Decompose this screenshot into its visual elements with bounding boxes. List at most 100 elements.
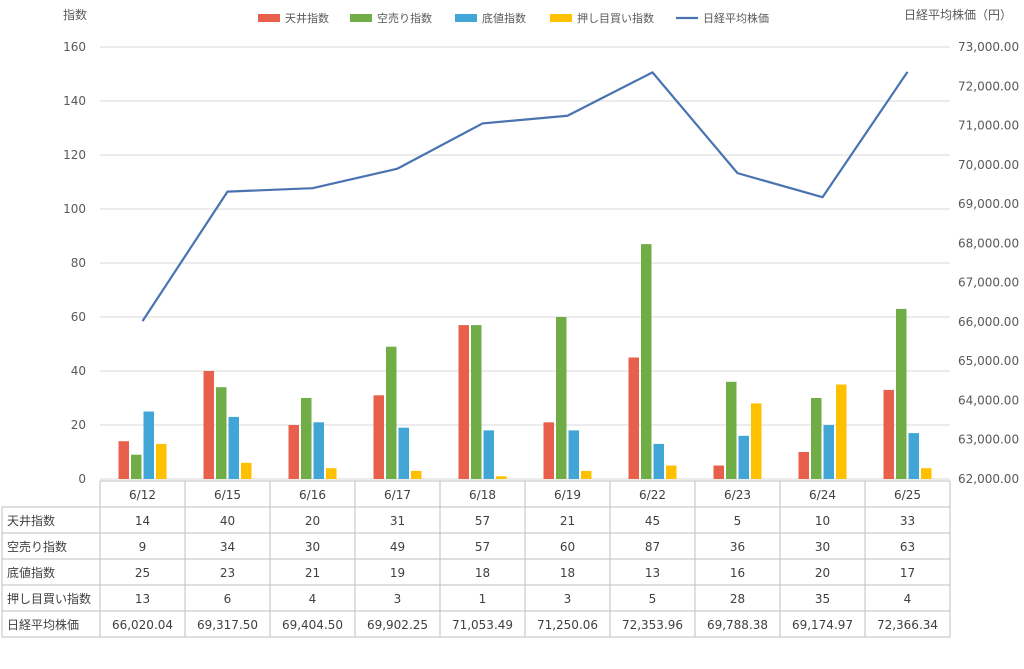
table-row-label: 押し目買い指数 [7,591,91,606]
bar-2-6/25 [896,308,907,479]
bar-3-6/22 [653,443,664,479]
bar-3-6/16 [313,422,324,479]
data-label: 13 [645,566,660,580]
right-tick-label: 66,000.00 [958,315,1019,329]
left-tick-label: 100 [63,202,86,216]
bar-3-6/19 [568,430,579,479]
data-label: 72,366.34 [877,618,938,632]
data-label: 6 [224,592,232,606]
bar-4-6/18 [496,476,507,479]
x-tick-label: 6/22 [639,488,666,502]
data-label: 19 [390,566,405,580]
data-label: 71,250.06 [537,618,598,632]
right-tick-label: 65,000.00 [958,354,1019,368]
bar-2-6/12 [131,454,142,479]
right-tick-label: 73,000.00 [958,40,1019,54]
data-label: 4 [309,592,317,606]
x-tick-label: 6/25 [894,488,921,502]
data-label: 21 [305,566,320,580]
bar-4-6/24 [836,384,847,479]
data-label: 33 [900,514,915,528]
bar-2-6/19 [556,317,567,479]
data-label: 45 [645,514,660,528]
legend: 天井指数 空売り指数 底値指数 押し目買い指数 日経平均株価 [258,11,769,25]
table-row-label: 底値指数 [7,565,55,580]
left-tick-label: 80 [71,256,86,270]
legend-swatch [350,14,372,22]
x-tick-label: 6/18 [469,488,496,502]
data-label: 5 [649,592,657,606]
right-axis-title: 日経平均株価（円） [904,7,1012,22]
data-label: 18 [475,566,490,580]
data-label: 10 [815,514,830,528]
bar-3-6/18 [483,430,494,479]
bar-4-6/15 [241,462,252,479]
x-tick-label: 6/16 [299,488,326,502]
bar-3-6/24 [823,425,834,479]
data-label: 63 [900,540,915,554]
bar-1-6/15 [203,371,214,479]
bar-2-6/18 [471,325,482,479]
data-label: 66,020.04 [112,618,173,632]
data-label: 69,902.25 [367,618,428,632]
data-label: 69,788.38 [707,618,768,632]
data-label: 5 [734,514,742,528]
data-label: 25 [135,566,150,580]
right-tick-label: 70,000.00 [958,158,1019,172]
bar-1-6/16 [288,425,299,479]
right-tick-label: 64,000.00 [958,393,1019,407]
bar-4-6/19 [581,470,592,479]
left-tick-label: 0 [78,472,86,486]
bar-1-6/19 [543,422,554,479]
left-tick-label: 40 [71,364,86,378]
data-label: 18 [560,566,575,580]
bar-1-6/25 [883,389,894,479]
bar-3-6/12 [143,411,154,479]
bar-3-6/25 [908,433,919,479]
bar-4-6/22 [666,465,677,479]
data-label: 40 [220,514,235,528]
left-tick-label: 120 [63,148,86,162]
line-nikkei [141,71,909,322]
x-tick-label: 6/12 [129,488,156,502]
x-tick-label: 6/15 [214,488,241,502]
right-tick-label: 68,000.00 [958,236,1019,250]
left-tick-label: 140 [63,94,86,108]
bar-1-6/18 [458,325,469,479]
bar-3-6/15 [228,416,239,479]
data-label: 13 [135,592,150,606]
table-row-label: 天井指数 [7,513,55,528]
x-tick-label: 6/23 [724,488,751,502]
left-axis-title: 指数 [63,7,87,22]
data-label: 1 [479,592,487,606]
data-label: 69,404.50 [282,618,343,632]
gridlines [100,46,950,480]
data-label: 71,053.49 [452,618,513,632]
bar-2-6/22 [641,244,652,479]
axes: 0 20 40 60 80 100 120 140 160 62,000.00 63,000.00 6… [63,7,1019,486]
bar-2-6/16 [301,398,312,479]
bar-1-6/12 [118,441,129,479]
bar-4-6/12 [156,443,167,479]
data-label: 17 [900,566,915,580]
legend-label: 底値指数 [482,11,526,25]
data-label: 3 [564,592,572,606]
data-label: 57 [475,514,490,528]
right-tick-label: 72,000.00 [958,79,1019,93]
data-label: 9 [139,540,147,554]
bar-1-6/22 [628,357,639,479]
bar-3-6/17 [398,427,409,479]
bar-2-6/24 [811,398,822,479]
x-tick-label: 6/17 [384,488,411,502]
table-row-label: 空売り指数 [7,539,67,554]
bar-4-6/16 [326,468,337,479]
bar-2-6/17 [386,346,397,479]
right-tick-label: 71,000.00 [958,119,1019,133]
right-tick-label: 67,000.00 [958,276,1019,290]
bar-4-6/23 [751,403,762,479]
data-label: 30 [305,540,320,554]
data-label: 3 [394,592,402,606]
bar-1-6/23 [713,465,724,479]
